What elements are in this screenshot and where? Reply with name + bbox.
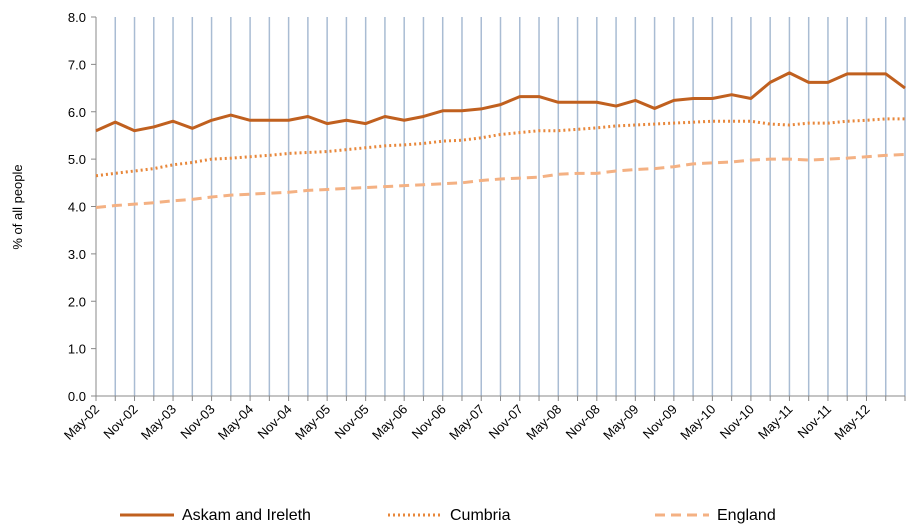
y-tick-label: 1.0	[68, 342, 86, 357]
y-tick-label: 3.0	[68, 247, 86, 262]
x-tick-label: Nov-04	[254, 402, 294, 442]
y-tick-label: 6.0	[68, 105, 86, 120]
series-line	[95, 71, 906, 133]
x-tick-label: May-11	[755, 402, 796, 443]
x-tick-label: Nov-07	[486, 402, 526, 442]
x-tick-label: May-07	[446, 402, 487, 443]
x-tick-label: May-10	[677, 402, 718, 443]
x-tick-label: May-08	[523, 402, 564, 443]
y-tick-label: 5.0	[68, 152, 86, 167]
legend-label: Askam and Ireleth	[182, 507, 311, 524]
x-tick-label: Nov-11	[795, 402, 835, 442]
x-tick-label: Nov-06	[409, 402, 449, 442]
x-tick-label: Nov-09	[640, 402, 680, 442]
legend-label: England	[717, 507, 776, 524]
x-tick-label: May-02	[61, 402, 102, 443]
x-tick-label: Nov-02	[100, 402, 140, 442]
y-tick-label: 0.0	[68, 389, 86, 404]
x-tick-label: Nov-10	[717, 402, 757, 442]
x-tick-label: May-06	[369, 402, 410, 443]
y-tick-label: 4.0	[68, 200, 86, 215]
legend-label: Cumbria	[450, 507, 511, 524]
x-tick-label: Nov-03	[177, 402, 217, 442]
x-tick-label: May-03	[138, 402, 179, 443]
series-line	[95, 152, 906, 209]
y-tick-label: 7.0	[68, 57, 86, 72]
y-tick-label: 2.0	[68, 294, 86, 309]
x-tick-label: Nov-05	[332, 402, 372, 442]
x-tick-label: May-05	[292, 402, 333, 443]
x-tick-label: Nov-08	[563, 402, 603, 442]
series-line	[95, 117, 905, 178]
x-tick-label: May-09	[600, 402, 641, 443]
y-tick-label: 8.0	[68, 10, 86, 25]
x-tick-label: May-12	[831, 402, 872, 443]
y-axis-label: % of all people	[10, 164, 25, 249]
x-tick-label: May-04	[215, 402, 256, 443]
